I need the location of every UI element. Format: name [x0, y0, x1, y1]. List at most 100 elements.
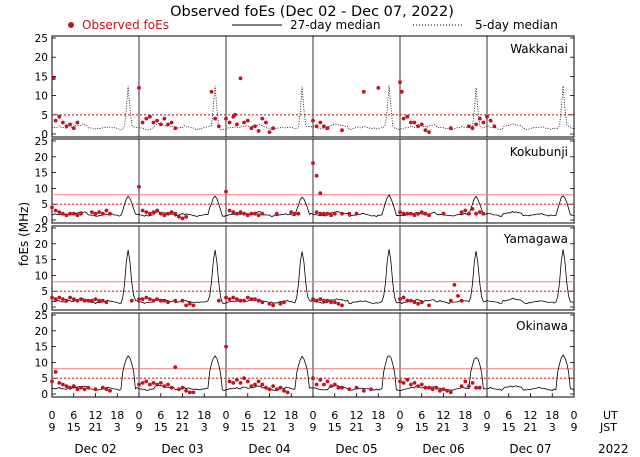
observed-point	[86, 385, 91, 390]
ut-tick-label: 12	[350, 409, 364, 422]
observed-point	[82, 387, 87, 392]
observed-point	[474, 385, 478, 390]
jst-tick-label: 9	[49, 421, 56, 434]
observed-point	[278, 385, 283, 390]
observed-point	[401, 295, 406, 300]
observed-point	[416, 211, 420, 216]
observed-point	[485, 114, 489, 119]
observed-point	[213, 116, 218, 121]
observed-point	[166, 300, 170, 305]
y-tick-label: 15	[35, 71, 48, 83]
observed-point	[140, 120, 145, 125]
observed-point	[104, 300, 109, 305]
y-tick-label: 20	[35, 326, 48, 338]
observed-point	[57, 114, 62, 119]
observed-point	[71, 211, 76, 216]
observed-point	[354, 385, 359, 390]
jst-tick-label: 3	[549, 421, 556, 434]
observed-point	[71, 384, 76, 388]
y-axis-label: foEs (MHz)	[17, 202, 31, 266]
observed-point	[191, 303, 196, 308]
legend-5day-label: 5-day median	[475, 18, 558, 32]
y-tick-label: 10	[35, 183, 48, 195]
observed-point	[278, 301, 283, 306]
observed-point	[398, 210, 402, 215]
observed-point	[467, 384, 471, 388]
jst-tick-label: 21	[350, 421, 364, 434]
observed-point	[137, 86, 141, 90]
observed-point	[416, 301, 420, 306]
observed-point	[151, 120, 156, 125]
jst-tick-label: 9	[571, 421, 578, 434]
observed-point	[227, 297, 232, 301]
ut-tick-label: 0	[571, 409, 578, 422]
observed-point	[419, 122, 424, 127]
observed-point	[318, 191, 323, 196]
observed-point	[187, 390, 192, 395]
observed-point	[155, 297, 160, 301]
observed-point	[314, 173, 319, 178]
observed-point	[296, 211, 301, 216]
observed-point	[68, 211, 72, 216]
ut-tick-label: 18	[197, 409, 211, 422]
observed-point	[423, 385, 428, 390]
observed-point	[314, 124, 319, 129]
observed-point	[332, 211, 337, 216]
jst-tick-label: 15	[328, 421, 342, 434]
y-tick-label: 10	[35, 357, 48, 369]
observed-point	[434, 385, 439, 390]
observed-point	[50, 295, 54, 300]
observed-point	[75, 120, 80, 125]
observed-point	[140, 297, 145, 301]
observed-point	[187, 301, 192, 306]
observed-point	[64, 213, 69, 218]
observed-point	[162, 384, 167, 388]
observed-point	[332, 382, 337, 387]
observed-point	[227, 208, 232, 213]
observed-point	[51, 76, 56, 81]
observed-point	[336, 301, 341, 306]
observed-point	[93, 211, 98, 216]
observed-point	[137, 382, 141, 387]
y-tick-label: 10	[35, 91, 48, 103]
y-tick-label: 15	[35, 255, 48, 267]
observed-point	[137, 184, 141, 189]
observed-point	[329, 384, 333, 388]
observed-point	[249, 384, 254, 388]
observed-point	[227, 379, 232, 384]
observed-point	[79, 385, 83, 390]
observed-point	[75, 387, 80, 392]
observed-point	[267, 387, 272, 392]
observed-point	[64, 384, 69, 388]
y-tick-label: 0	[41, 129, 48, 141]
observed-point	[412, 381, 417, 385]
ut-tick-label: 18	[545, 409, 559, 422]
station-label: Kokubunji	[510, 145, 568, 159]
observed-point	[245, 213, 250, 218]
observed-point	[93, 387, 98, 392]
observed-point	[224, 116, 228, 121]
observed-point	[274, 387, 279, 392]
observed-point	[231, 295, 236, 300]
legend-observed-label: Observed foEs	[82, 18, 169, 32]
jst-tick-label: 9	[223, 421, 230, 434]
observed-point	[467, 211, 471, 216]
y-tick-label: 15	[35, 168, 48, 180]
observed-point	[325, 211, 330, 216]
observed-point	[162, 116, 167, 121]
observed-point	[401, 211, 406, 216]
observed-point	[445, 388, 449, 393]
ut-tick-label: 6	[331, 409, 338, 422]
observed-point	[267, 301, 272, 306]
panel-yamagawa: 0 5 10 15 20 25 Yamagawa	[35, 223, 575, 314]
observed-point	[430, 387, 435, 392]
jst-tick-label: 15	[241, 421, 255, 434]
ut-tick-label: 6	[157, 409, 164, 422]
observed-point	[235, 122, 239, 127]
ut-tick-label: 0	[397, 409, 404, 422]
observed-point	[245, 118, 250, 123]
observed-point	[409, 120, 413, 125]
observed-point	[86, 298, 91, 303]
ut-tick-label: 6	[70, 409, 77, 422]
observed-point	[474, 122, 478, 127]
